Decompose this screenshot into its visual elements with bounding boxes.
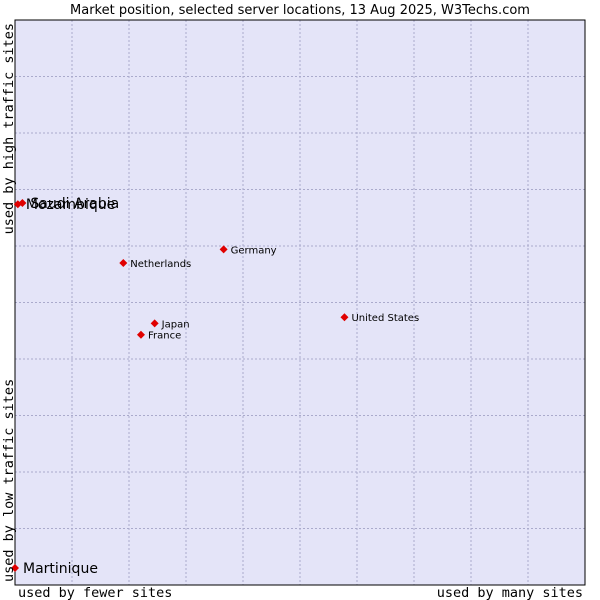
- y-axis-label-bottom: used by low traffic sites: [1, 379, 17, 582]
- data-label-martinique: Martinique: [23, 561, 98, 577]
- data-point-france: [136, 330, 145, 339]
- grid-lines: [15, 20, 585, 585]
- chart-title: Market position, selected server locatio…: [70, 3, 530, 18]
- data-point-mozambique: [13, 200, 22, 209]
- data-point-martinique: [11, 564, 19, 573]
- data-point-germany: [219, 245, 228, 254]
- data-label-netherlands: Netherlands: [130, 259, 191, 270]
- data-point-netherlands: [119, 258, 128, 267]
- data-label-france: France: [148, 331, 181, 342]
- data-label-mozambique: Mozambique: [26, 197, 115, 213]
- plot-border: [14, 19, 586, 586]
- data-point-united-states: [340, 313, 349, 322]
- data-point-japan: [150, 319, 159, 328]
- x-axis-label-right: used by many sites: [437, 585, 583, 600]
- data-label-united-states: United States: [351, 313, 419, 324]
- data-label-saudi-arabia: Saudi Arabia: [30, 196, 119, 212]
- y-axis-label-top: used by high traffic sites: [1, 23, 17, 234]
- data-label-japan: Japan: [161, 319, 190, 330]
- data-label-germany: Germany: [231, 245, 277, 256]
- x-axis-label-left: used by fewer sites: [18, 585, 172, 600]
